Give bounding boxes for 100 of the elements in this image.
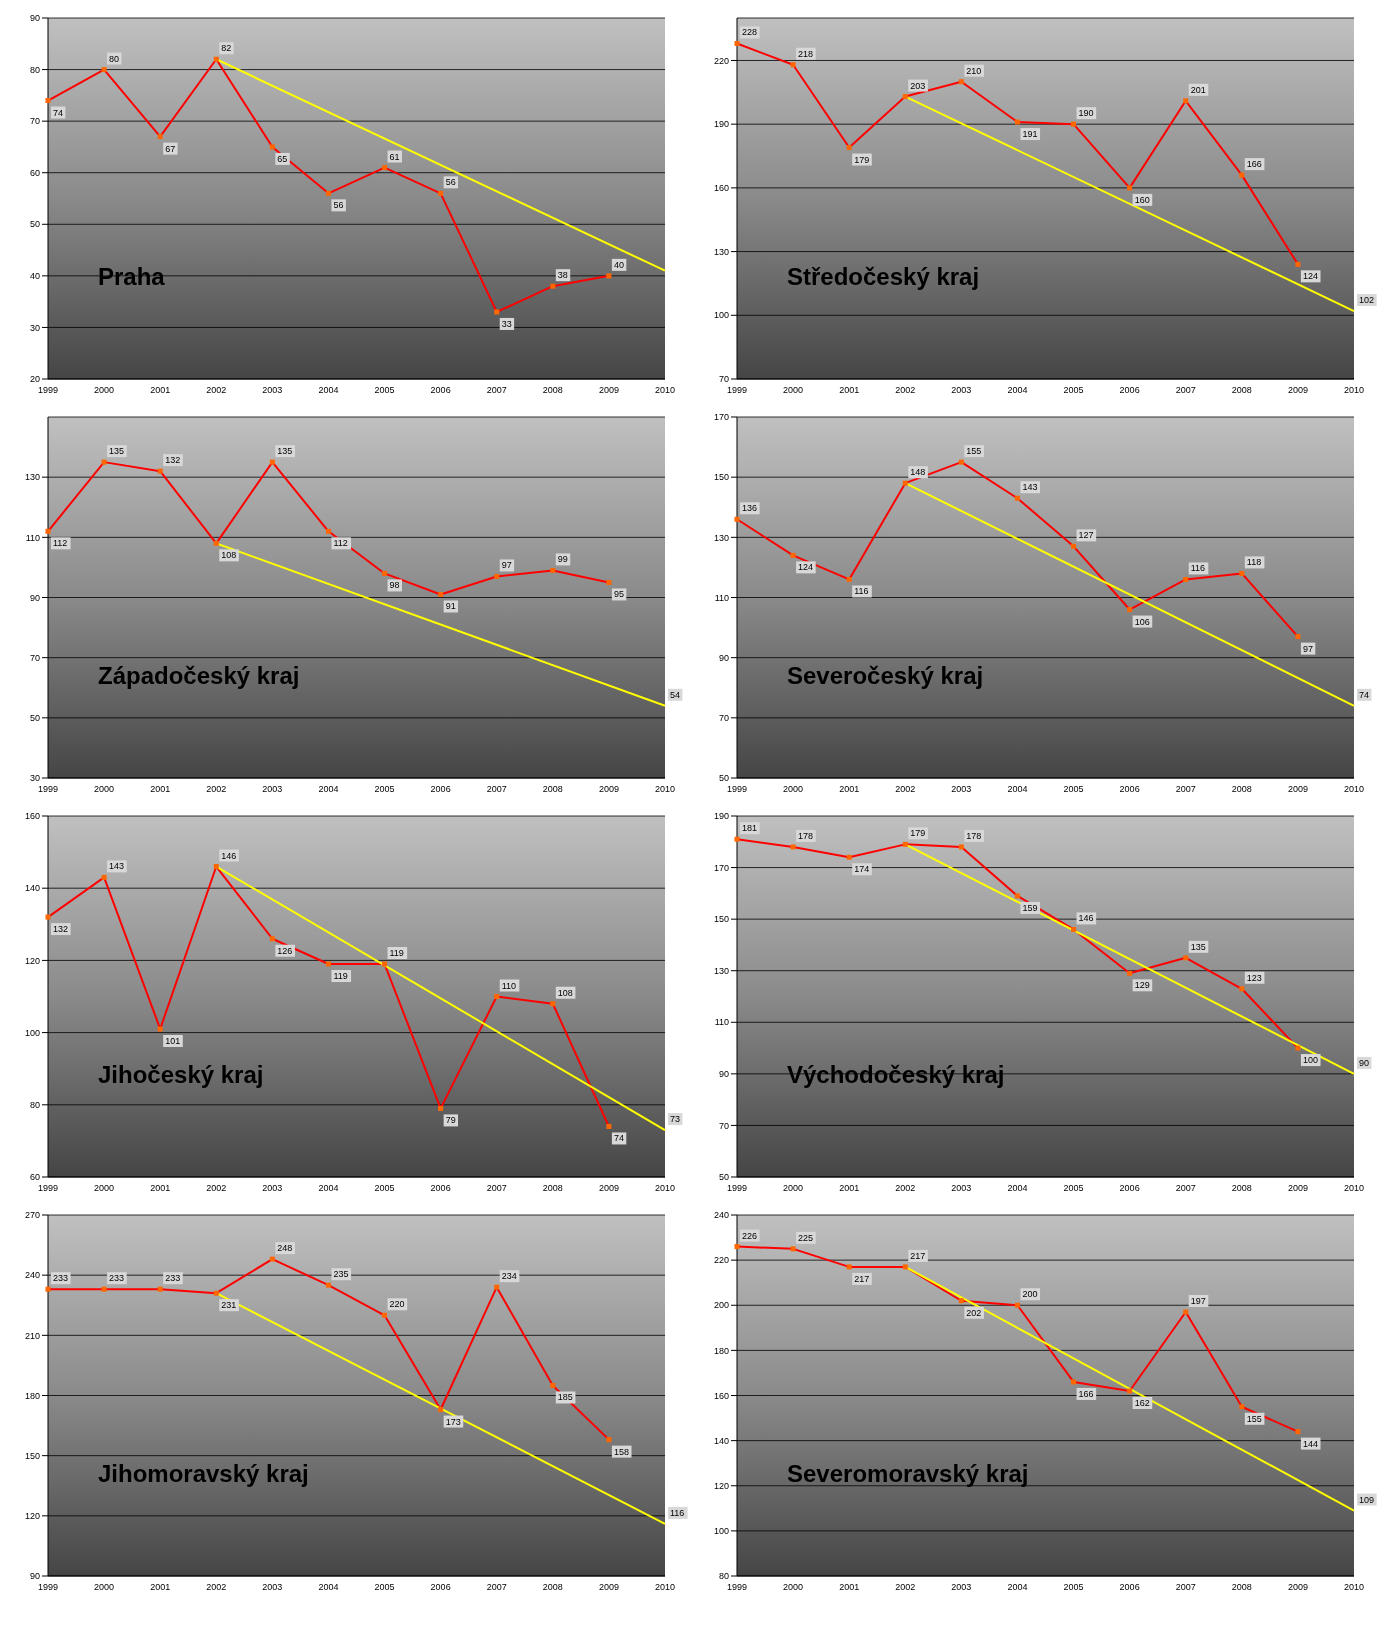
data-label: 143 — [109, 861, 125, 872]
y-tick-label: 130 — [24, 472, 40, 483]
y-tick-label: 110 — [714, 592, 729, 603]
data-label: 102 — [1359, 295, 1375, 306]
x-tick-label: 2001 — [150, 1183, 171, 1194]
x-tick-label: 2007 — [1175, 784, 1196, 795]
x-tick-label: 2004 — [1007, 784, 1028, 795]
data-label: 217 — [910, 1250, 926, 1261]
data-label: 235 — [333, 1269, 349, 1280]
data-label: 179 — [854, 154, 870, 165]
x-tick-label: 1999 — [726, 1183, 748, 1194]
data-label: 90 — [1359, 1057, 1370, 1068]
x-tick-label: 2010 — [1343, 385, 1365, 396]
data-label: 119 — [389, 948, 404, 959]
data-label: 166 — [1078, 1388, 1094, 1399]
data-label: 74 — [613, 1133, 624, 1144]
data-label: 191 — [1022, 129, 1038, 140]
data-label: 33 — [501, 318, 512, 329]
data-label: 135 — [277, 446, 293, 457]
data-label: 56 — [445, 177, 456, 188]
data-label: 82 — [221, 43, 232, 54]
data-label: 217 — [854, 1273, 870, 1284]
y-tick-label: 120 — [24, 955, 40, 966]
x-tick-label: 2008 — [1231, 1582, 1252, 1593]
y-tick-label: 70 — [29, 116, 40, 127]
x-tick-label: 2010 — [654, 1582, 676, 1593]
x-tick-label: 2004 — [1007, 1582, 1028, 1593]
data-label: 74 — [53, 107, 64, 118]
x-tick-label: 2002 — [895, 784, 916, 795]
data-label: 181 — [742, 823, 758, 834]
x-tick-label: 2008 — [1231, 784, 1252, 795]
y-tick-label: 220 — [713, 1255, 729, 1266]
y-tick-label: 180 — [24, 1390, 40, 1401]
data-label: 132 — [53, 924, 69, 935]
x-tick-label: 2006 — [430, 385, 451, 396]
data-label: 40 — [613, 259, 624, 270]
y-tick-label: 190 — [713, 119, 729, 130]
x-tick-label: 2000 — [783, 1582, 804, 1593]
data-label: 202 — [966, 1307, 982, 1318]
x-tick-label: 2002 — [895, 385, 916, 396]
y-tick-label: 160 — [713, 183, 729, 194]
data-label: 110 — [501, 980, 517, 991]
x-tick-label: 2005 — [374, 784, 395, 795]
y-tick-label: 50 — [29, 713, 40, 724]
data-label: 118 — [1246, 557, 1262, 568]
x-tick-label: 2000 — [783, 1183, 804, 1194]
x-tick-label: 2001 — [839, 1582, 860, 1593]
x-tick-label: 2006 — [1119, 1183, 1140, 1194]
x-tick-label: 2010 — [1343, 784, 1365, 795]
y-tick-label: 60 — [29, 167, 40, 178]
y-tick-label: 50 — [718, 773, 729, 784]
x-tick-label: 2002 — [895, 1183, 916, 1194]
x-tick-label: 1999 — [37, 1582, 59, 1593]
data-label: 97 — [1302, 643, 1313, 654]
x-tick-label: 2000 — [783, 385, 804, 396]
data-label: 108 — [221, 550, 237, 561]
x-tick-label: 2010 — [654, 784, 676, 795]
y-tick-label: 70 — [718, 374, 729, 385]
data-label: 146 — [221, 850, 237, 861]
data-label: 158 — [613, 1446, 629, 1457]
y-tick-label: 90 — [718, 1069, 729, 1080]
x-tick-label: 2006 — [1119, 385, 1140, 396]
data-label: 178 — [798, 830, 814, 841]
text: Severočeský kraj — [787, 662, 984, 691]
data-label: 225 — [798, 1232, 814, 1243]
x-tick-label: 2008 — [542, 1582, 563, 1593]
x-tick-label: 2006 — [430, 784, 451, 795]
text: Jihočeský kraj — [98, 1061, 264, 1090]
data-label: 160 — [1134, 194, 1150, 205]
y-tick-label: 110 — [714, 1017, 729, 1028]
y-tick-label: 80 — [29, 1099, 40, 1110]
data-label: 65 — [277, 153, 288, 164]
y-tick-label: 20 — [29, 374, 40, 385]
data-label: 100 — [1302, 1055, 1318, 1066]
data-label: 74 — [1359, 689, 1370, 700]
x-tick-label: 2008 — [542, 784, 563, 795]
x-tick-label: 2005 — [374, 1183, 395, 1194]
data-label: 148 — [910, 467, 926, 478]
y-tick-label: 190 — [713, 811, 729, 822]
data-label: 210 — [966, 65, 982, 76]
data-label: 233 — [53, 1273, 69, 1284]
data-label: 144 — [1302, 1438, 1318, 1449]
data-label: 143 — [1022, 482, 1038, 493]
x-tick-label: 2010 — [654, 385, 676, 396]
x-tick-label: 2007 — [486, 1183, 507, 1194]
y-tick-label: 130 — [713, 965, 729, 976]
data-label: 98 — [389, 580, 400, 591]
x-tick-label: 2002 — [206, 784, 227, 795]
data-label: 185 — [557, 1392, 573, 1403]
data-label: 99 — [557, 554, 568, 565]
x-tick-label: 2000 — [94, 784, 115, 795]
x-tick-label: 2007 — [1175, 1582, 1196, 1593]
data-label: 95 — [613, 589, 624, 600]
data-label: 116 — [854, 586, 869, 597]
y-tick-label: 30 — [29, 322, 40, 333]
x-tick-label: 1999 — [37, 385, 59, 396]
y-tick-label: 80 — [718, 1571, 729, 1582]
x-tick-label: 2001 — [839, 1183, 860, 1194]
data-label: 200 — [1022, 1289, 1038, 1300]
x-tick-label: 2008 — [1231, 385, 1252, 396]
